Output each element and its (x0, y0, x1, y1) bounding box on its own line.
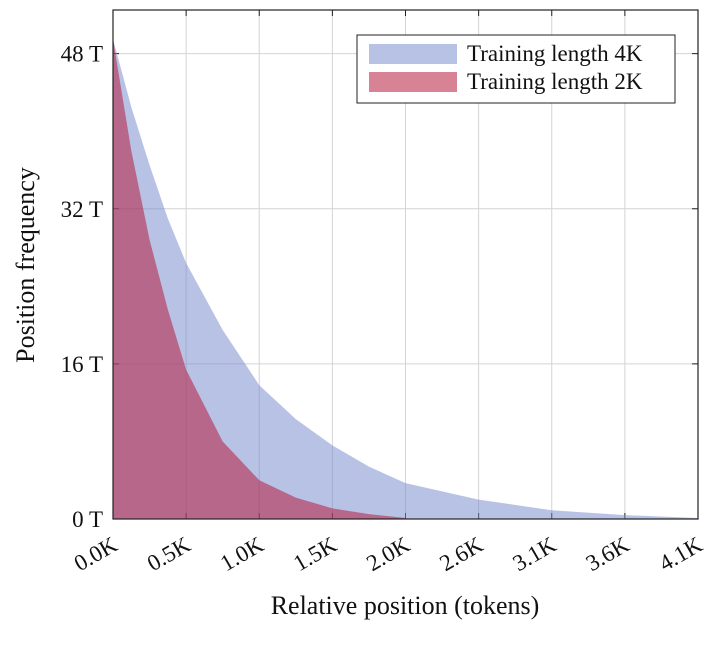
area (113, 39, 406, 519)
x-tick-label: 2.6K (435, 531, 487, 576)
y-axis-title: Position frequency (11, 167, 40, 363)
x-tick-label: 0.0K (70, 531, 122, 576)
y-tick-label: 0 T (72, 507, 103, 532)
x-tick-label: 0.5K (143, 531, 195, 576)
x-tick-label: 1.0K (216, 531, 268, 576)
x-tick-label: 3.6K (582, 531, 634, 576)
legend-label: Training length 2K (467, 69, 643, 94)
x-tick-label: 3.1K (508, 531, 560, 576)
x-tick-label: 1.5K (289, 531, 341, 576)
y-tick-label: 16 T (61, 352, 103, 377)
legend-swatch (369, 72, 457, 92)
x-tick-label: 4.1K (655, 531, 707, 576)
x-tick-label: 2.0K (362, 531, 414, 576)
y-tick-label: 48 T (61, 42, 103, 67)
area (113, 39, 698, 519)
y-tick-label: 32 T (61, 197, 103, 222)
x-axis-title: Relative position (tokens) (271, 591, 540, 620)
plot-frame (112, 9, 699, 520)
legend-swatch (369, 44, 457, 64)
legend-label: Training length 4K (467, 41, 643, 66)
